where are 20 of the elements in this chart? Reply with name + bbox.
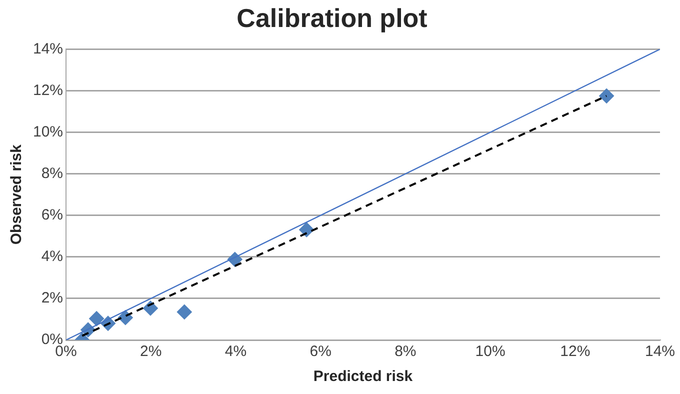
y-tick-label: 4% — [41, 248, 64, 266]
y-tick-label: 6% — [41, 206, 64, 224]
point — [89, 311, 104, 326]
chart-title: Calibration plot — [236, 2, 428, 33]
y-tick-label: 14% — [32, 40, 64, 58]
point — [599, 88, 614, 104]
y-axis-title: Observed risk — [8, 144, 26, 245]
x-tick-label: 10% — [475, 343, 506, 360]
y-tick-label: 8% — [41, 164, 64, 182]
x-tick-label: 6% — [310, 343, 332, 360]
point — [176, 304, 192, 320]
x-axis-title: Predicted risk — [313, 368, 414, 386]
y-tick-label: 10% — [32, 123, 64, 140]
y-tick-label: 12% — [32, 82, 64, 99]
x-tick-label: 14% — [644, 343, 676, 360]
x-tick-label: 12% — [560, 343, 590, 360]
x-tick-label: 8% — [394, 343, 416, 360]
x-tick-label: 2% — [140, 343, 162, 360]
y-tick-label: 2% — [41, 290, 64, 307]
x-tick-label: 4% — [224, 343, 247, 360]
